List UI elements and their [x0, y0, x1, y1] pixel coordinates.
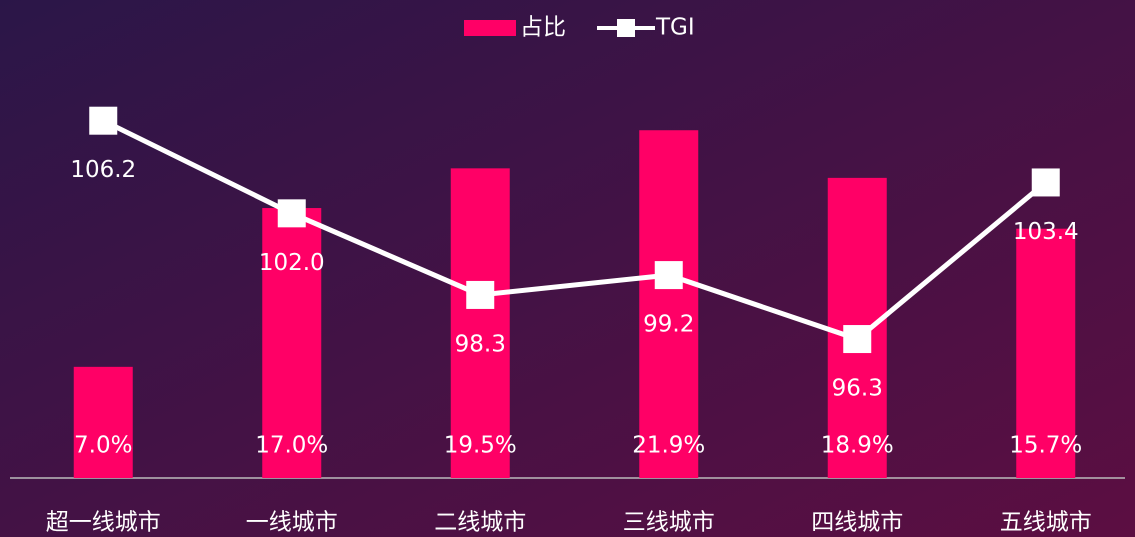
bar	[450, 168, 510, 478]
x-tick-label: 二线城市	[434, 510, 526, 536]
x-tick-label: 一线城市	[246, 510, 338, 536]
bar-label: 19.5%	[444, 433, 517, 459]
x-tick-label: 超一线城市	[46, 510, 161, 536]
tgi-label: 103.4	[1013, 219, 1079, 245]
tgi-marker	[843, 325, 872, 354]
x-tick-label: 五线城市	[1000, 510, 1092, 536]
tgi-marker	[654, 261, 683, 290]
bar	[639, 130, 699, 478]
x-tick-label: 三线城市	[623, 510, 715, 536]
bar-label: 7.0%	[74, 433, 132, 459]
tgi-marker	[277, 199, 306, 228]
bar-label: 18.9%	[821, 433, 894, 459]
legend-swatch	[464, 20, 516, 36]
tgi-label: 96.3	[832, 376, 883, 402]
tgi-line	[102, 118, 1048, 342]
bar	[73, 366, 133, 478]
x-tick-label: 四线城市	[811, 510, 903, 536]
legend-label: 占比	[520, 15, 566, 41]
tgi-label: 102.0	[259, 250, 325, 276]
tgi-label: 99.2	[643, 312, 694, 338]
bar-label: 15.7%	[1009, 433, 1082, 459]
tgi-marker	[1031, 168, 1060, 197]
tgi-marker	[466, 280, 495, 309]
bar-label: 21.9%	[632, 433, 705, 459]
bar-label: 17.0%	[255, 433, 328, 459]
legend-label: TGI	[655, 15, 695, 41]
tgi-marker	[89, 106, 118, 135]
bar	[1016, 228, 1076, 478]
bar	[262, 208, 322, 479]
legend-marker	[617, 19, 635, 37]
tgi-label: 106.2	[70, 157, 136, 183]
tgi-label: 98.3	[455, 331, 506, 357]
